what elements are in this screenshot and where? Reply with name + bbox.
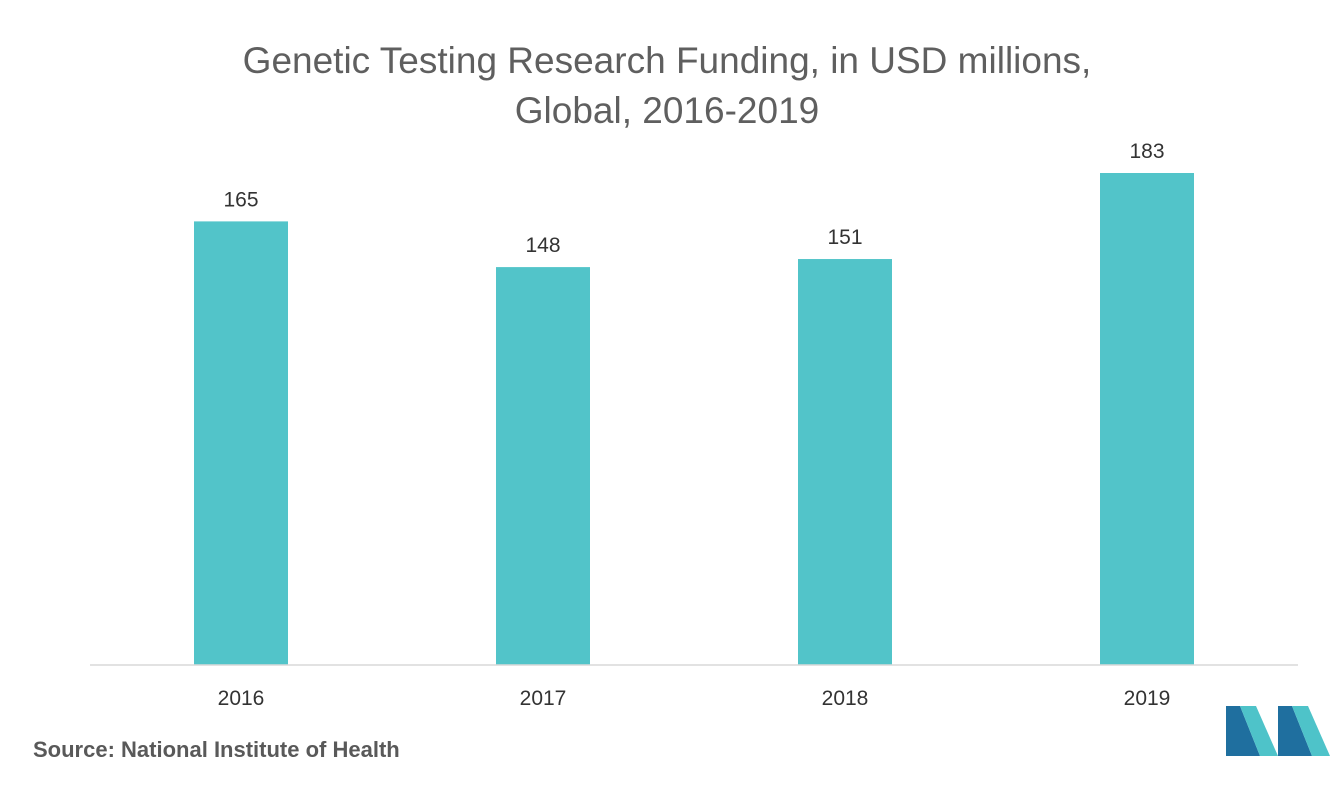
chart-title-line-2: Global, 2016-2019 [514,90,820,131]
logo-shape-1 [1226,706,1260,756]
x-tick-label-2019: 2019 [1124,687,1171,710]
brand-logo [1226,706,1330,756]
logo-shape-4 [1292,706,1330,756]
bar-2017 [496,267,590,665]
chart-title-line-1: Genetic Testing Research Funding, in USD… [242,40,1092,81]
source-value: National Institute of Health [121,737,400,762]
source-label: Source: [33,737,115,762]
logo-shape-2 [1240,706,1278,756]
logo-shape-3 [1278,706,1312,756]
chart-title: Genetic Testing Research Funding, in USD… [0,36,1334,136]
bar-2018 [798,259,892,665]
bar-2019 [1100,173,1194,665]
data-label-2018: 151 [827,226,862,249]
data-label-2017: 148 [525,234,560,257]
data-label-2016: 165 [223,188,258,211]
data-label-2019: 183 [1129,140,1164,163]
x-tick-label-2018: 2018 [822,687,869,710]
x-tick-label-2016: 2016 [218,687,265,710]
labels-layer: 165 2016 148 2017 151 2018 183 2019 [218,140,1171,710]
x-tick-label-2017: 2017 [520,687,567,710]
bars-layer [194,173,1194,666]
bar-2016 [194,221,288,666]
source-note: Source: National Institute of Health [33,737,400,763]
